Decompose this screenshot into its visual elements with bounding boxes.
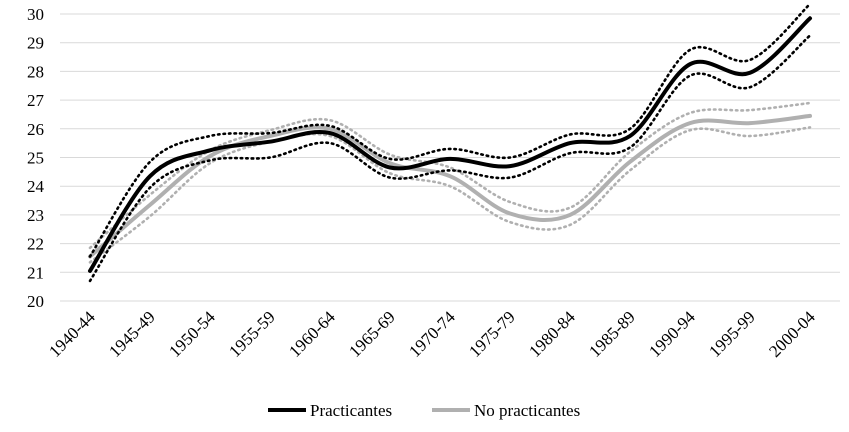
y-tick-label: 24	[27, 177, 45, 196]
x-tick-label: 1955-59	[225, 307, 279, 361]
series-ci-lower-practicantes	[88, 34, 812, 283]
x-tick-label: 1990-94	[645, 307, 699, 361]
legend-label-no-practicantes: No practicantes	[474, 401, 580, 420]
series-ci-lower-no-practicantes	[88, 126, 812, 264]
x-tick-label: 1965-69	[345, 307, 399, 361]
x-tick-label: 1960-64	[285, 307, 339, 361]
x-tick-label: 1980-84	[525, 307, 579, 361]
y-axis: 20 21 22 23 24 25 26 27 28 29 30	[27, 5, 45, 311]
x-tick-label: 2000-04	[765, 307, 819, 361]
series-line-practicantes	[88, 16, 812, 273]
y-tick-label: 26	[27, 120, 44, 139]
x-tick-label: 1945-49	[105, 307, 159, 361]
x-tick-label: 1970-74	[405, 307, 459, 361]
x-tick-label: 1985-89	[585, 307, 639, 361]
y-tick-label: 27	[27, 91, 45, 110]
y-tick-label: 29	[27, 34, 44, 53]
y-tick-label: 30	[27, 5, 44, 24]
y-tick-label: 28	[27, 62, 44, 81]
y-tick-label: 20	[27, 292, 44, 311]
y-tick-label: 22	[27, 235, 44, 254]
series-ci-upper-practicantes	[88, 2, 812, 258]
legend-label-practicantes: Practicantes	[310, 401, 392, 420]
y-tick-label: 25	[27, 149, 44, 168]
x-tick-label: 1995-99	[705, 307, 759, 361]
legend: Practicantes No practicantes	[268, 401, 580, 420]
x-axis: 1940-44 1945-49 1950-54 1955-59 1960-64 1965-…	[45, 307, 819, 361]
series-lines	[88, 2, 812, 283]
x-tick-label: 1975-79	[465, 307, 519, 361]
series-line-no-practicantes	[88, 113, 812, 259]
y-tick-label: 23	[27, 206, 44, 225]
x-tick-label: 1950-54	[165, 307, 219, 361]
y-tick-label: 21	[27, 263, 44, 282]
x-tick-label: 1940-44	[45, 307, 99, 361]
